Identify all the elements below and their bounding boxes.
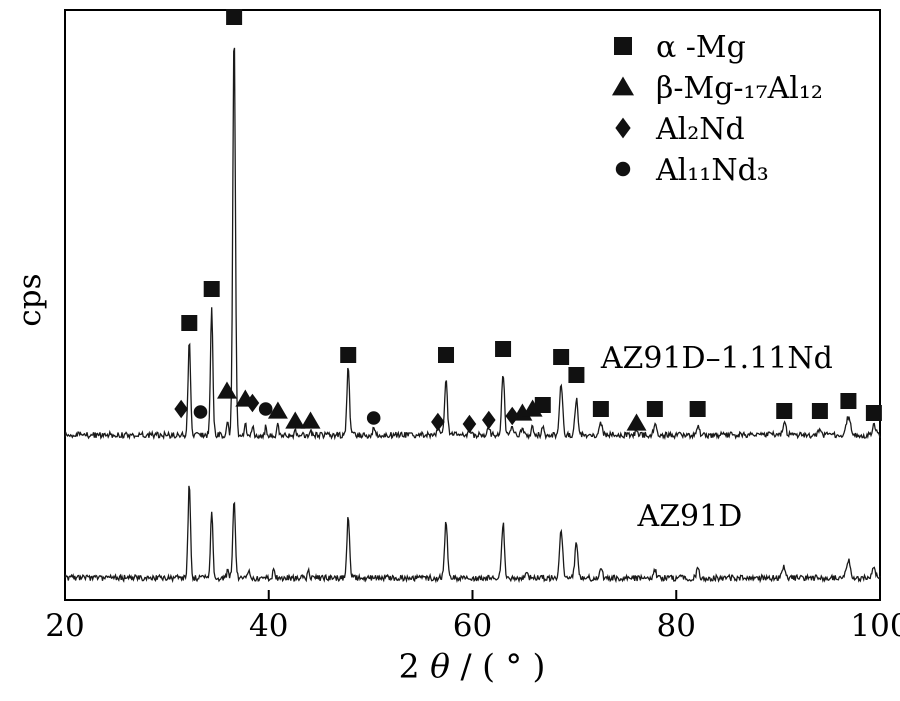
beta-mg17al12-marker-triangle (300, 411, 321, 429)
alpha-mg-marker-square (226, 9, 243, 25)
alpha-mg-marker-square (865, 405, 882, 421)
al2nd-marker-diamond (462, 414, 477, 434)
x-tick-label: 60 (453, 608, 492, 644)
y-axis-label: cps (12, 273, 48, 327)
al11nd3-marker-circle (366, 411, 381, 425)
alpha-mg-marker-square (534, 397, 551, 413)
xrd-trace-az91d-1-11nd (64, 47, 881, 441)
al11nd3-marker-circle (258, 402, 273, 416)
beta-mg17al12-marker-triangle (626, 413, 647, 431)
x-axis-label-theta: θ (430, 646, 451, 686)
legend-marker-circle (615, 161, 631, 177)
legend-label-alpha-Mg: α -Mg (656, 30, 746, 65)
legend-label-Al2Nd: Al₂Nd (655, 112, 745, 147)
xrd-trace-az91d (64, 485, 881, 584)
alpha-mg-marker-square (340, 347, 357, 363)
legend-marker-square (614, 37, 632, 55)
legend-label-Al11Nd3: Al₁₁Nd₃ (655, 153, 769, 188)
alpha-mg-marker-square (646, 401, 663, 417)
beta-mg17al12-marker-triangle (522, 399, 543, 417)
alpha-mg-marker-square (181, 315, 198, 331)
x-axis-label-suffix: / ( ° ) (450, 646, 546, 686)
al11nd3-marker-circle (193, 405, 208, 419)
beta-mg17al12-marker-triangle (217, 381, 237, 399)
legend-marker-triangle (611, 76, 635, 96)
alpha-mg-marker-square (553, 349, 570, 365)
beta-mg17al12-marker-triangle (267, 401, 288, 419)
x-tick-label: 20 (45, 608, 84, 644)
al2nd-marker-diamond (505, 406, 520, 426)
legend-label-beta-Mg17Al12: β-Mg-₁₇Al₁₂ (656, 71, 823, 106)
alpha-mg-marker-square (689, 401, 706, 417)
series-label-1: AZ91D (637, 499, 743, 534)
alpha-mg-marker-square (840, 393, 857, 409)
x-tick-label: 100 (850, 608, 900, 644)
al2nd-marker-diamond (482, 410, 496, 430)
x-tick-label: 80 (657, 608, 696, 644)
alpha-mg-marker-square (438, 347, 455, 363)
alpha-mg-marker-square (495, 341, 512, 357)
al2nd-marker-diamond (245, 393, 260, 413)
x-tick-label: 40 (249, 608, 288, 644)
alpha-mg-marker-square (592, 401, 609, 417)
x-axis-label-prefix: 2 (398, 646, 431, 686)
x-axis-label: 2 θ / ( ° ) (399, 647, 546, 686)
legend-marker-diamond (615, 117, 631, 139)
alpha-mg-marker-square (203, 281, 220, 297)
alpha-mg-marker-square (568, 367, 585, 383)
alpha-mg-marker-square (811, 403, 828, 419)
al2nd-marker-diamond (174, 399, 188, 419)
beta-mg17al12-marker-triangle (285, 411, 306, 429)
series-label-0: AZ91D–1.11Nd (600, 341, 833, 376)
al2nd-marker-diamond (431, 412, 445, 432)
alpha-mg-marker-square (776, 403, 793, 419)
